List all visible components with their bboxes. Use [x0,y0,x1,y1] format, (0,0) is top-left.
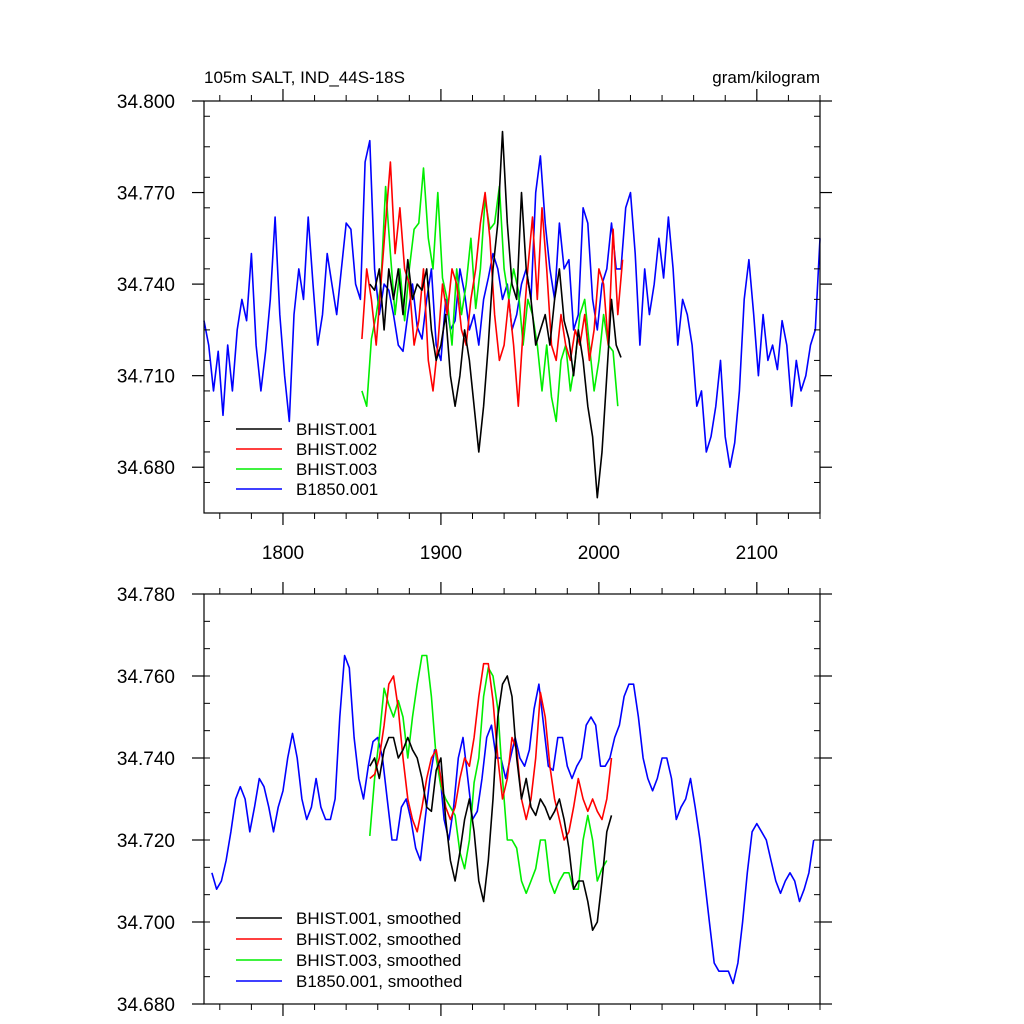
y-tick-label: 34.680 [117,995,175,1016]
series-line-bhist-001 [369,130,622,499]
y-tick-label: 34.760 [117,667,175,688]
series-line-bhist-002-smoothed [369,662,613,841]
plot-frame [203,100,821,514]
legend-label: BHIST.001, smoothed [296,909,461,928]
smoothed-salinity-panel: 34.680 34.700 34.720 34.740 34.760 34.780 BHIS… [117,582,832,1016]
y-tick-label: 34.800 [117,92,175,113]
legend-label: BHIST.003 [296,460,377,479]
y-tick-label: 34.700 [117,913,175,934]
legend-label: BHIST.003, smoothed [296,951,461,970]
y-tick-label: 34.770 [117,184,175,205]
x-tick-label: 1900 [420,543,462,564]
y-tick-label: 34.710 [117,367,175,388]
raw-salinity-panel: 34.680 34.710 34.740 34.770 34.800 1800 1900 20… [117,89,832,564]
x-tick-label: 2000 [578,543,620,564]
y-tick-label: 34.680 [117,458,175,479]
legend-label: B1850.001, smoothed [296,972,462,991]
x-tick-label: 1800 [262,543,304,564]
series-line-b1850-001 [203,139,821,468]
legend-label: BHIST.001 [296,420,377,439]
legend-label: BHIST.002 [296,440,377,459]
y-tick-label: 34.740 [117,749,175,770]
plot-title: 105m SALT, IND_44S-18S [204,68,405,87]
plot-frame [203,593,821,1005]
legend-label: BHIST.002, smoothed [296,930,461,949]
y-tick-label: 34.740 [117,275,175,296]
y-tick-label: 34.780 [117,585,175,606]
series-line-bhist-001-smoothed [369,675,613,931]
legend-label: B1850.001 [296,480,378,499]
x-tick-label: 2100 [736,543,778,564]
y-tick-label: 34.720 [117,831,175,852]
units-label: gram/kilogram [712,68,820,87]
series-line-b1850-001-smoothed [211,654,815,985]
